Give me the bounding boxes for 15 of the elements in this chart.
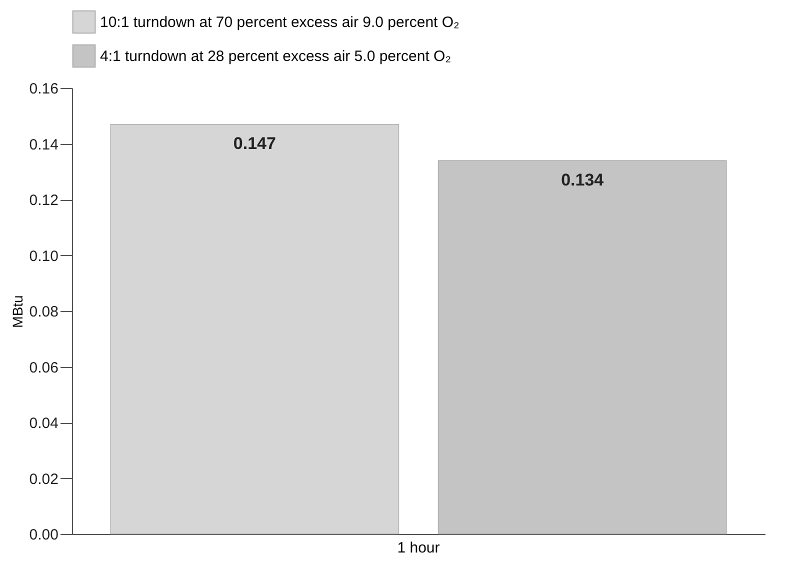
data-label: 0.147 — [233, 134, 276, 154]
y-tick-label: 0.16 — [29, 80, 58, 98]
y-tick-label: 0.08 — [29, 304, 58, 320]
x-tick-label: 1 hour — [397, 540, 440, 556]
data-label: 0.134 — [561, 170, 604, 190]
y-tick-label: 0.04 — [29, 415, 58, 432]
y-tick-label: 0.00 — [29, 526, 58, 544]
y-tick-label: 0.14 — [29, 136, 58, 154]
y-tick-label: 0.10 — [29, 248, 58, 265]
legend-label: 4:1 turndown at 28 percent excess air 5.0 percent O₂ — [100, 48, 452, 65]
y-axis-title: MBtu — [9, 295, 26, 328]
y-tick-label: 0.06 — [29, 359, 58, 376]
y-tick-label: 0.02 — [29, 470, 58, 488]
y-tick-label: 0.12 — [29, 192, 58, 209]
legend-label: 10:1 turndown at 70 percent excess air 9.0 percent O₂ — [100, 14, 460, 31]
